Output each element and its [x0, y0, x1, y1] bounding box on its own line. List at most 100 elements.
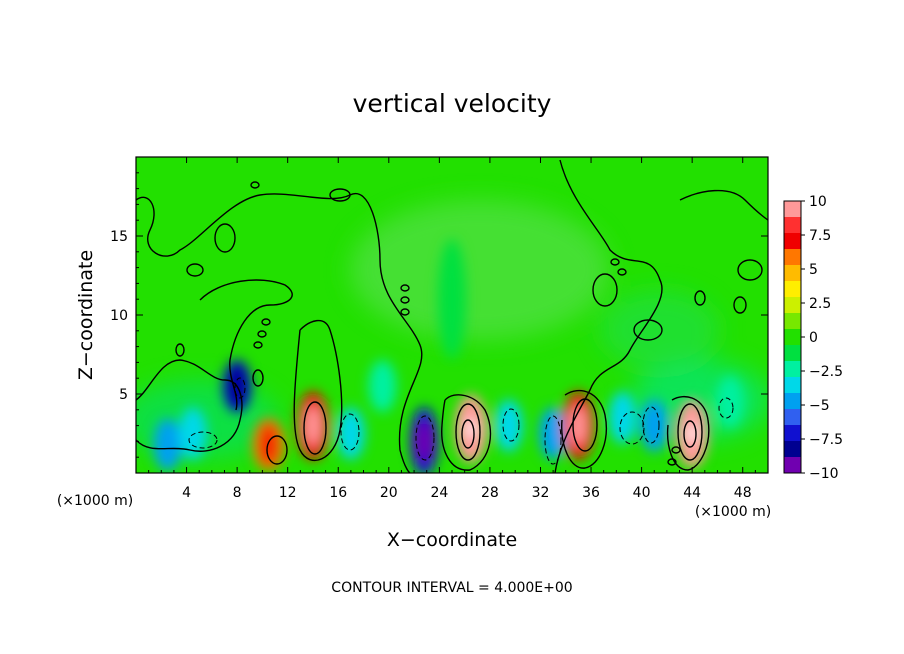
- contour-positive-5: [677, 403, 703, 461]
- colorbar-swatch: [784, 441, 801, 458]
- colorbar-swatch: [784, 329, 801, 346]
- colorbar-swatch: [784, 249, 801, 266]
- colorbar-swatch: [784, 425, 801, 442]
- contour-chain-8: [671, 446, 681, 454]
- colorbar-swatch: [784, 265, 801, 282]
- contour-chain-1: [253, 341, 263, 349]
- colorbar-swatch: [784, 377, 801, 394]
- field-cell-7: [368, 360, 397, 413]
- contour-small-3: [592, 273, 618, 307]
- contour-zero-left-lobe: [136, 359, 243, 452]
- contour-lines: [136, 159, 768, 473]
- field-peak-9: [466, 418, 475, 439]
- y-axis-label: Z−coordinate: [75, 250, 97, 380]
- contour-small-11: [329, 188, 351, 202]
- x-tick-label: 8: [233, 485, 242, 501]
- contour-peak-1: [461, 419, 475, 449]
- x-tick-label: 20: [380, 485, 398, 501]
- x-tick-label: 28: [481, 485, 499, 501]
- contour-negative-9: [718, 397, 734, 419]
- contour-small-4: [633, 319, 663, 341]
- contour-negative-4: [415, 415, 435, 461]
- field-cell-2: [178, 407, 207, 460]
- contour-zero-lobe-c: [561, 389, 607, 469]
- contour-negative-7: [619, 411, 645, 445]
- contour-negative-3: [340, 413, 360, 451]
- contour-small-2: [186, 263, 204, 277]
- x-tick-label: 12: [279, 485, 297, 501]
- contour-zero-right: [554, 159, 663, 473]
- field-cell-16: [716, 375, 745, 428]
- colorbar-tick-label: −10: [809, 466, 839, 482]
- contour-zero-lobe-d: [666, 395, 710, 471]
- x-multiplier-label-right: (×1000 m): [695, 504, 771, 520]
- colorbar-swatch: [784, 393, 801, 410]
- contour-small-6: [694, 290, 706, 306]
- colorbar-tick-label: −7.5: [809, 432, 843, 448]
- contour-zero-main: [136, 192, 423, 473]
- colorbar-tick-label: 0: [809, 330, 818, 346]
- field-cells: [153, 239, 745, 473]
- field-cell-1: [153, 418, 182, 471]
- contour-peak-2: [683, 420, 697, 448]
- contour-chain-6: [400, 284, 410, 292]
- contour-chain-3: [261, 318, 271, 326]
- colorbar-tick-label: 2.5: [809, 296, 831, 312]
- contour-chain-5: [400, 296, 410, 304]
- colorbar: 10 7.5 5 2.5 0 −2.5 −5 −7.5 −10: [783, 194, 843, 482]
- colorbar-swatch: [784, 361, 801, 378]
- contour-chain-9: [610, 258, 620, 266]
- field-core-4: [260, 424, 277, 465]
- contour-small-1: [214, 223, 236, 253]
- contour-zero-upper-left: [199, 279, 293, 411]
- field-cell-6: [336, 407, 365, 460]
- x-tick-label: 4: [182, 485, 191, 501]
- x-multiplier-label: (×1000 m): [57, 493, 133, 509]
- x-tick-label: 24: [430, 485, 448, 501]
- colorbar-swatch: [784, 233, 801, 250]
- contour-chain-10: [617, 268, 627, 276]
- colorbar-tick-label: 10: [809, 194, 827, 210]
- plot-area: [136, 157, 768, 473]
- contour-negative-1: [188, 431, 218, 449]
- contour-interval-note: CONTOUR INTERVAL = 4.000E+00: [331, 580, 572, 596]
- field-peak-15: [688, 423, 697, 444]
- x-tick-label: 32: [532, 485, 550, 501]
- contour-negative-6: [544, 415, 562, 465]
- contour-negative-5: [502, 408, 520, 442]
- x-tick-label: 48: [734, 485, 752, 501]
- contour-chain-7: [667, 458, 677, 466]
- contour-positive-4: [572, 398, 598, 452]
- shade-upper-mid: [350, 200, 610, 340]
- contour-positive-1: [266, 435, 288, 465]
- field-cell-13: [608, 391, 637, 444]
- x-tick-label: 44: [683, 485, 701, 501]
- contour-positive-3: [455, 403, 481, 461]
- contour-small-5: [733, 296, 747, 314]
- x-tick-label: 36: [582, 485, 600, 501]
- colorbar-tick-label: 5: [809, 262, 818, 278]
- x-axis-label: X−coordinate: [387, 529, 517, 551]
- colorbar-swatch: [784, 201, 801, 218]
- y-tick-label: 5: [119, 387, 128, 403]
- x-axis: 4 8 12 16 20 24 28 32 36 40 44 48: [148, 157, 756, 501]
- colorbar-swatch: [784, 313, 801, 330]
- contour-chain-4: [400, 308, 410, 316]
- field-core-5: [304, 405, 321, 446]
- contour-small-10: [250, 181, 260, 189]
- colorbar-swatch: [784, 217, 801, 234]
- colorbar-swatch: [784, 297, 801, 314]
- contour-zero-right-edge: [679, 189, 768, 221]
- contour-small-7: [252, 369, 264, 387]
- colorbar-swatch: [784, 409, 801, 426]
- field-cell-14: [640, 399, 669, 452]
- field-core-8: [416, 421, 433, 462]
- contour-negative-2: [234, 377, 246, 399]
- colorbar-tick-label: 7.5: [809, 228, 831, 244]
- x-tick-label: 16: [329, 485, 347, 501]
- x-tick-label: 40: [633, 485, 651, 501]
- contour-zero-lobe-b: [441, 394, 492, 471]
- contour-zero-lobe-a: [293, 319, 343, 462]
- field-cell-17: [438, 239, 466, 360]
